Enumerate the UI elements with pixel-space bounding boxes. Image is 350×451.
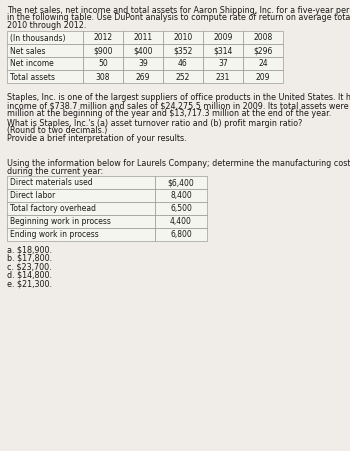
Bar bbox=[203, 57, 243, 70]
Text: 2012: 2012 bbox=[93, 33, 113, 42]
Text: 2009: 2009 bbox=[213, 33, 233, 42]
Text: (In thousands): (In thousands) bbox=[9, 33, 65, 42]
Text: 252: 252 bbox=[176, 72, 190, 81]
Text: c. $23,700.: c. $23,700. bbox=[7, 262, 52, 271]
Text: d. $14,800.: d. $14,800. bbox=[7, 271, 52, 279]
Bar bbox=[7, 44, 83, 57]
Bar bbox=[243, 32, 283, 44]
Text: during the current year:: during the current year: bbox=[7, 166, 103, 175]
Bar bbox=[243, 44, 283, 57]
Bar bbox=[163, 32, 203, 44]
Text: $400: $400 bbox=[133, 46, 153, 55]
Text: $314: $314 bbox=[213, 46, 233, 55]
Bar bbox=[163, 57, 203, 70]
Text: 2010: 2010 bbox=[173, 33, 193, 42]
Bar bbox=[7, 176, 155, 189]
Text: Beginning work in process: Beginning work in process bbox=[9, 217, 110, 226]
Text: income of $738.7 million and sales of $24,275.5 million in 2009. Its total asset: income of $738.7 million and sales of $2… bbox=[7, 101, 350, 110]
Text: 2011: 2011 bbox=[133, 33, 153, 42]
Bar bbox=[7, 70, 83, 83]
Text: $6,400: $6,400 bbox=[168, 178, 194, 187]
Text: The net sales, net income and total assets for Aaron Shipping, Inc. for a five-y: The net sales, net income and total asse… bbox=[7, 6, 350, 15]
Text: $296: $296 bbox=[253, 46, 273, 55]
Text: 2010 through 2012.: 2010 through 2012. bbox=[7, 21, 86, 30]
Bar bbox=[83, 57, 123, 70]
Text: 24: 24 bbox=[258, 60, 268, 69]
Bar bbox=[123, 57, 163, 70]
Text: 50: 50 bbox=[98, 60, 108, 69]
Bar bbox=[203, 44, 243, 57]
Bar bbox=[155, 202, 207, 215]
Text: 6,800: 6,800 bbox=[170, 230, 192, 239]
Text: 6,500: 6,500 bbox=[170, 204, 192, 213]
Text: 269: 269 bbox=[136, 72, 150, 81]
Text: 2008: 2008 bbox=[253, 33, 273, 42]
Bar bbox=[155, 176, 207, 189]
Bar bbox=[123, 32, 163, 44]
Bar bbox=[7, 32, 83, 44]
Text: Staples, Inc. is one of the largest suppliers of office products in the United S: Staples, Inc. is one of the largest supp… bbox=[7, 93, 350, 102]
Text: 46: 46 bbox=[178, 60, 188, 69]
Text: b. $17,800.: b. $17,800. bbox=[7, 253, 52, 262]
Text: 8,400: 8,400 bbox=[170, 191, 192, 200]
Text: Using the information below for Laurels Company; determine the manufacturing cos: Using the information below for Laurels … bbox=[7, 159, 350, 168]
Bar bbox=[203, 70, 243, 83]
Text: (Round to two decimals.): (Round to two decimals.) bbox=[7, 126, 107, 135]
Bar bbox=[155, 228, 207, 241]
Text: Net sales: Net sales bbox=[9, 46, 45, 55]
Bar bbox=[7, 189, 155, 202]
Bar bbox=[155, 189, 207, 202]
Text: $352: $352 bbox=[173, 46, 193, 55]
Text: Total factory overhead: Total factory overhead bbox=[9, 204, 96, 213]
Text: Net income: Net income bbox=[9, 60, 53, 69]
Text: Ending work in process: Ending work in process bbox=[9, 230, 98, 239]
Bar bbox=[7, 228, 155, 241]
Bar bbox=[83, 32, 123, 44]
Text: 37: 37 bbox=[218, 60, 228, 69]
Text: 231: 231 bbox=[216, 72, 230, 81]
Bar bbox=[123, 70, 163, 83]
Bar bbox=[7, 215, 155, 228]
Text: $900: $900 bbox=[93, 46, 113, 55]
Text: Total assets: Total assets bbox=[9, 72, 55, 81]
Bar bbox=[155, 215, 207, 228]
Text: a. $18,900.: a. $18,900. bbox=[7, 245, 52, 254]
Bar bbox=[83, 44, 123, 57]
Text: million at the beginning of the year and $13,717.3 million at the end of the yea: million at the beginning of the year and… bbox=[7, 108, 331, 117]
Text: Provide a brief interpretation of your results.: Provide a brief interpretation of your r… bbox=[7, 133, 187, 143]
Bar bbox=[163, 70, 203, 83]
Bar bbox=[7, 202, 155, 215]
Text: 4,400: 4,400 bbox=[170, 217, 192, 226]
Text: e. $21,300.: e. $21,300. bbox=[7, 279, 52, 288]
Text: in the following table. Use DuPont analysis to compute rate of return on average: in the following table. Use DuPont analy… bbox=[7, 14, 350, 23]
Bar bbox=[7, 57, 83, 70]
Bar bbox=[123, 44, 163, 57]
Text: What is Staples, Inc.'s (a) asset turnover ratio and (b) profit margin ratio?: What is Staples, Inc.'s (a) asset turnov… bbox=[7, 119, 302, 128]
Bar bbox=[203, 32, 243, 44]
Text: 39: 39 bbox=[138, 60, 148, 69]
Bar bbox=[163, 44, 203, 57]
Text: 308: 308 bbox=[96, 72, 110, 81]
Bar bbox=[243, 57, 283, 70]
Bar bbox=[83, 70, 123, 83]
Bar bbox=[243, 70, 283, 83]
Text: 209: 209 bbox=[256, 72, 270, 81]
Text: Direct labor: Direct labor bbox=[9, 191, 55, 200]
Text: Direct materials used: Direct materials used bbox=[9, 178, 92, 187]
